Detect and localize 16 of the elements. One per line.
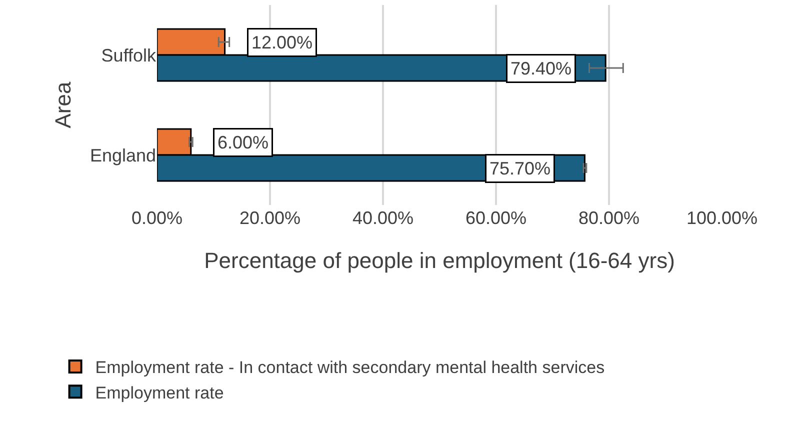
x-tick-label: 0.00%	[131, 208, 183, 228]
x-tick-label: 100.00%	[686, 208, 758, 228]
data-label: 6.00%	[218, 132, 269, 152]
y-axis-title: Area	[50, 81, 76, 128]
x-axis-title: Percentage of people in employment (16-64 yrs)	[204, 248, 675, 273]
y-tick-label: Suffolk	[101, 45, 157, 66]
x-tick-label: 40.00%	[352, 208, 414, 228]
legend-label: Employment rate	[95, 383, 224, 402]
data-label: 79.40%	[510, 58, 572, 78]
x-tick-label: 20.00%	[239, 208, 301, 228]
data-label: 12.00%	[252, 32, 313, 52]
x-tick-label: 60.00%	[465, 208, 527, 228]
y-tick-label: England	[90, 145, 156, 166]
legend-label: Employment rate - In contact with secondary mental health services	[95, 358, 605, 378]
x-tick-label: 80.00%	[578, 208, 640, 228]
data-label: 75.70%	[490, 158, 551, 178]
